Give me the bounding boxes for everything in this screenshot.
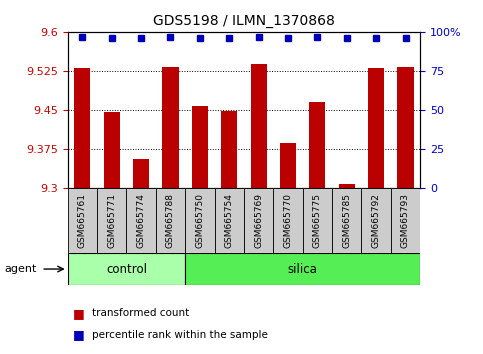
Bar bbox=[185, 253, 420, 285]
Text: GSM665750: GSM665750 bbox=[195, 193, 204, 248]
Bar bbox=[368, 68, 384, 188]
Text: GSM665754: GSM665754 bbox=[225, 193, 234, 248]
Text: ■: ■ bbox=[72, 307, 84, 320]
Text: transformed count: transformed count bbox=[92, 308, 189, 318]
Bar bbox=[309, 102, 326, 188]
Bar bbox=[192, 105, 208, 188]
Text: GSM665774: GSM665774 bbox=[137, 193, 145, 248]
Bar bbox=[127, 188, 156, 253]
Text: agent: agent bbox=[5, 264, 37, 274]
Bar bbox=[332, 188, 361, 253]
Bar bbox=[68, 188, 97, 253]
Bar bbox=[97, 188, 127, 253]
Bar bbox=[221, 111, 237, 188]
Bar bbox=[133, 159, 149, 188]
Bar bbox=[280, 143, 296, 188]
Bar bbox=[273, 188, 303, 253]
Bar bbox=[398, 67, 413, 188]
Text: control: control bbox=[106, 263, 147, 275]
Bar bbox=[104, 112, 120, 188]
Text: GSM665785: GSM665785 bbox=[342, 193, 351, 248]
Bar bbox=[185, 188, 214, 253]
Text: GSM665793: GSM665793 bbox=[401, 193, 410, 248]
Text: GSM665775: GSM665775 bbox=[313, 193, 322, 248]
Title: GDS5198 / ILMN_1370868: GDS5198 / ILMN_1370868 bbox=[153, 14, 335, 28]
Bar bbox=[244, 188, 273, 253]
Bar bbox=[162, 67, 179, 188]
Text: ■: ■ bbox=[72, 328, 84, 341]
Text: GSM665788: GSM665788 bbox=[166, 193, 175, 248]
Text: GSM665792: GSM665792 bbox=[371, 193, 381, 248]
Bar bbox=[68, 253, 185, 285]
Bar bbox=[74, 68, 90, 188]
Bar bbox=[251, 64, 267, 188]
Text: GSM665769: GSM665769 bbox=[254, 193, 263, 248]
Bar bbox=[303, 188, 332, 253]
Text: GSM665770: GSM665770 bbox=[284, 193, 292, 248]
Bar bbox=[214, 188, 244, 253]
Bar bbox=[339, 184, 355, 188]
Text: percentile rank within the sample: percentile rank within the sample bbox=[92, 330, 268, 339]
Text: GSM665771: GSM665771 bbox=[107, 193, 116, 248]
Bar bbox=[391, 188, 420, 253]
Text: silica: silica bbox=[288, 263, 318, 275]
Text: GSM665761: GSM665761 bbox=[78, 193, 87, 248]
Bar bbox=[156, 188, 185, 253]
Bar bbox=[361, 188, 391, 253]
